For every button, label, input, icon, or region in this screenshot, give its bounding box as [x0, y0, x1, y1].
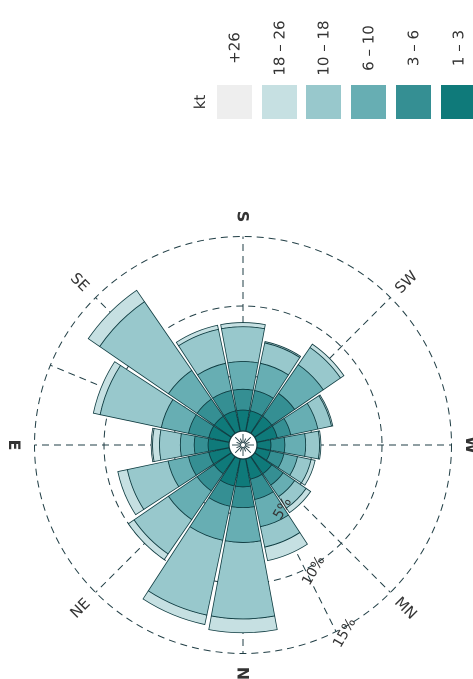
calm-star-ray: [239, 446, 243, 452]
calm-star-ray: [236, 445, 242, 449]
legend-swatch-4: [306, 85, 341, 119]
petal-W-bin-3: [283, 433, 307, 457]
legend-swatch-2: [396, 85, 431, 119]
direction-label-s: S: [234, 211, 253, 223]
legend-label-5: 18 – 26: [271, 20, 289, 75]
legend-label-6: +26: [226, 32, 244, 64]
legend-title: kt: [191, 95, 209, 110]
calm-star-ray: [236, 441, 242, 445]
legend: 1 – 3 3 – 6 6 – 10 10 – 18 18 – 26 +26 kt: [191, 20, 473, 119]
legend-label-2: 3 – 6: [405, 30, 423, 66]
petal-W-bin-4: [304, 430, 320, 460]
petal-W-bin-2: [269, 436, 286, 454]
petal-E-bin-3: [179, 433, 196, 457]
legend-swatch-1: [441, 85, 473, 119]
legend-label-1: 1 – 3: [450, 30, 468, 66]
legend-label-3: 6 – 10: [360, 25, 378, 71]
calm-star-ray: [243, 446, 247, 452]
legend-swatch-6: [217, 85, 252, 119]
legend-swatch-3: [351, 85, 386, 119]
calm-star-ray: [244, 445, 250, 449]
calm-star-ray: [234, 436, 242, 444]
petal-N-bin-4: [210, 540, 276, 620]
calm-center: [228, 430, 258, 460]
petal-S-bin-4: [220, 326, 266, 364]
direction-label-w: W: [462, 436, 473, 454]
direction-label-e: E: [5, 440, 24, 451]
direction-label-se: SE: [67, 269, 93, 295]
calm-star-ray: [244, 436, 252, 444]
petal-N-bin-3: [224, 506, 262, 543]
calm-star-ray: [239, 438, 243, 444]
legend-swatch-5: [262, 85, 297, 119]
direction-label-n: N: [234, 667, 253, 679]
legend-label-4: 10 – 18: [315, 20, 333, 75]
calm-star-ray: [234, 446, 242, 454]
petal-S-bin-2: [232, 388, 254, 412]
calm-star-ray: [244, 441, 250, 445]
direction-label-sw: SW: [391, 267, 421, 297]
petal-E-bin-4: [159, 429, 182, 461]
direction-label-nw: MN: [391, 593, 421, 623]
petal-E-bin-2: [193, 435, 210, 455]
petal-S-bin-3: [227, 361, 259, 391]
direction-label-ne: NE: [66, 594, 93, 621]
petal-N-bin-2: [231, 485, 255, 509]
calm-star-ray: [244, 446, 252, 454]
calm-star-ray: [243, 438, 247, 444]
grid-spoke-NW: [252, 454, 391, 593]
